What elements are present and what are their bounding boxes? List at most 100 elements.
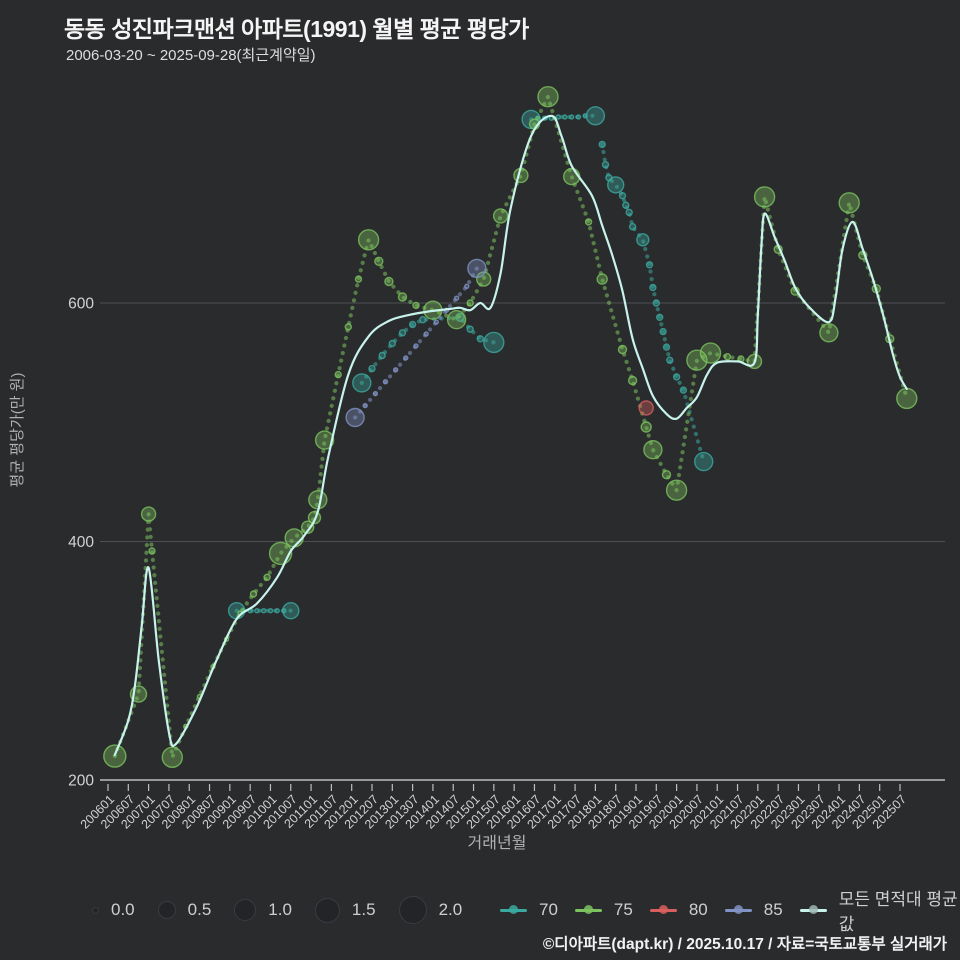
- series-legend-label: 80: [688, 900, 708, 919]
- data-point-85-201208[interactable]: [372, 390, 379, 397]
- data-point-75-202509[interactable]: [896, 387, 918, 410]
- data-point-70-201907[interactable]: [652, 299, 660, 307]
- data-point-70-201906[interactable]: [649, 283, 657, 292]
- data-point-70-201801[interactable]: [585, 106, 606, 126]
- size-legend-label: 0.5: [187, 900, 212, 919]
- data-point-85-201502[interactable]: [467, 258, 487, 279]
- data-point-75-201103[interactable]: [308, 490, 328, 510]
- data-point-75-200701[interactable]: [140, 506, 157, 522]
- data-point-70-201803[interactable]: [598, 140, 606, 149]
- data-point-70-201507[interactable]: [483, 331, 505, 354]
- data-point-70-202001[interactable]: [672, 373, 681, 381]
- data-point-70-201304[interactable]: [398, 329, 407, 337]
- data-point-85-201205[interactable]: [362, 402, 368, 409]
- data-point-75-201206[interactable]: [357, 229, 380, 251]
- series-legend-item-80[interactable]: 80: [649, 900, 708, 920]
- data-point-75-202203[interactable]: [753, 186, 776, 208]
- data-point-70-201807[interactable]: [607, 176, 625, 194]
- data-point-70-201804[interactable]: [601, 160, 610, 169]
- size-legend-item: 1.5: [314, 897, 376, 923]
- data-point-70-201301[interactable]: [388, 339, 396, 348]
- data-point-70-201909[interactable]: [659, 327, 667, 336]
- data-point-70-201204[interactable]: [352, 373, 372, 393]
- data-point-75-201803[interactable]: [596, 273, 608, 285]
- series-legend-item-모든 면적대 평균값[interactable]: 모든 면적대 평균값: [799, 885, 960, 935]
- data-point-75-201105[interactable]: [314, 430, 335, 450]
- data-point-75-201109[interactable]: [334, 370, 342, 379]
- series-legend-item-70[interactable]: 70: [500, 900, 558, 920]
- data-point-70-201903[interactable]: [636, 233, 650, 247]
- data-point-75-201408[interactable]: [446, 310, 467, 330]
- data-point-75-201504[interactable]: [476, 271, 492, 287]
- data-point-70-201210[interactable]: [378, 351, 386, 360]
- data-point-70-201908[interactable]: [656, 313, 664, 321]
- data-point-70-200909[interactable]: [254, 608, 260, 614]
- data-point-75-202001[interactable]: [665, 479, 688, 501]
- data-point-75-201012[interactable]: [301, 520, 315, 534]
- data-point-70-201706[interactable]: [569, 114, 575, 120]
- data-point-75-200702[interactable]: [148, 547, 156, 555]
- data-point-85-201302[interactable]: [393, 367, 399, 373]
- data-point-70-201003[interactable]: [274, 608, 280, 614]
- data-point-85-201311[interactable]: [423, 331, 429, 337]
- data-point-75-200912[interactable]: [263, 573, 271, 581]
- data-point-70-201811[interactable]: [625, 208, 633, 217]
- data-point-75-201706[interactable]: [563, 167, 581, 186]
- data-point-75-200708[interactable]: [161, 746, 184, 768]
- data-point-85-201305[interactable]: [403, 355, 409, 361]
- data-point-70-201503[interactable]: [476, 335, 484, 343]
- data-point-70-200911[interactable]: [261, 608, 267, 614]
- data-point-75-201812[interactable]: [627, 375, 638, 386]
- data-point-75-201509[interactable]: [492, 208, 509, 224]
- data-point-70-201704[interactable]: [562, 114, 568, 120]
- data-point-80-201904[interactable]: [638, 400, 654, 416]
- data-point-85-201408[interactable]: [453, 295, 460, 301]
- data-point-75-201203[interactable]: [354, 275, 363, 283]
- data-point-75-201711[interactable]: [584, 218, 593, 226]
- data-point-85-201211[interactable]: [382, 379, 389, 385]
- data-point-75-201809[interactable]: [617, 344, 628, 355]
- data-point-70-201412[interactable]: [466, 325, 474, 333]
- data-point-70-201809[interactable]: [618, 191, 627, 200]
- data-point-85-201411[interactable]: [464, 283, 470, 289]
- series-legend-item-85[interactable]: 85: [724, 900, 783, 920]
- data-point-75-201611[interactable]: [537, 85, 559, 108]
- data-point-70-201207[interactable]: [368, 364, 376, 373]
- data-point-85-201202[interactable]: [345, 407, 365, 428]
- data-point-75-202104[interactable]: [723, 353, 732, 361]
- data-point-75-201112[interactable]: [344, 323, 352, 331]
- data-point-70-201001[interactable]: [267, 608, 274, 614]
- data-point-70-201307[interactable]: [408, 320, 417, 329]
- data-point-70-202003[interactable]: [679, 386, 688, 394]
- data-point-70-201905[interactable]: [645, 261, 654, 269]
- data-point-75-200603[interactable]: [103, 744, 127, 768]
- size-legend-label: 1.5: [351, 900, 376, 919]
- data-point-75-201906[interactable]: [643, 440, 663, 460]
- data-point-75-202007[interactable]: [686, 349, 708, 371]
- data-point-85-201308[interactable]: [413, 343, 419, 349]
- data-point-75-201212[interactable]: [384, 276, 394, 287]
- data-point-75-201910[interactable]: [661, 470, 672, 480]
- data-point-75-200908[interactable]: [249, 590, 258, 598]
- data-point-70-201702[interactable]: [555, 114, 561, 120]
- data-point-75-201308[interactable]: [412, 301, 420, 310]
- data-point-75-201008[interactable]: [284, 528, 304, 548]
- data-point-70-201810[interactable]: [622, 201, 630, 209]
- data-point-75-201412[interactable]: [466, 299, 474, 307]
- data-point-75-202310[interactable]: [819, 323, 839, 343]
- data-point-70-201007[interactable]: [282, 602, 300, 620]
- data-point-70-201910[interactable]: [662, 343, 671, 351]
- data-point-70-201812[interactable]: [628, 222, 637, 231]
- data-point-70-201310[interactable]: [419, 316, 427, 324]
- data-point-75-201904[interactable]: [640, 421, 652, 433]
- series-legend-item-75[interactable]: 75: [574, 900, 633, 920]
- data-point-75-201209[interactable]: [374, 256, 384, 266]
- data-point-75-202011[interactable]: [699, 342, 722, 364]
- data-point-75-202404[interactable]: [838, 192, 860, 214]
- data-point-70-202009[interactable]: [694, 451, 714, 472]
- data-point-70-201911[interactable]: [666, 356, 674, 364]
- data-point-70-201708[interactable]: [575, 114, 582, 120]
- data-point-75-201304[interactable]: [397, 292, 408, 302]
- data-point-85-201402[interactable]: [433, 319, 439, 325]
- data-point-75-201603[interactable]: [513, 167, 529, 184]
